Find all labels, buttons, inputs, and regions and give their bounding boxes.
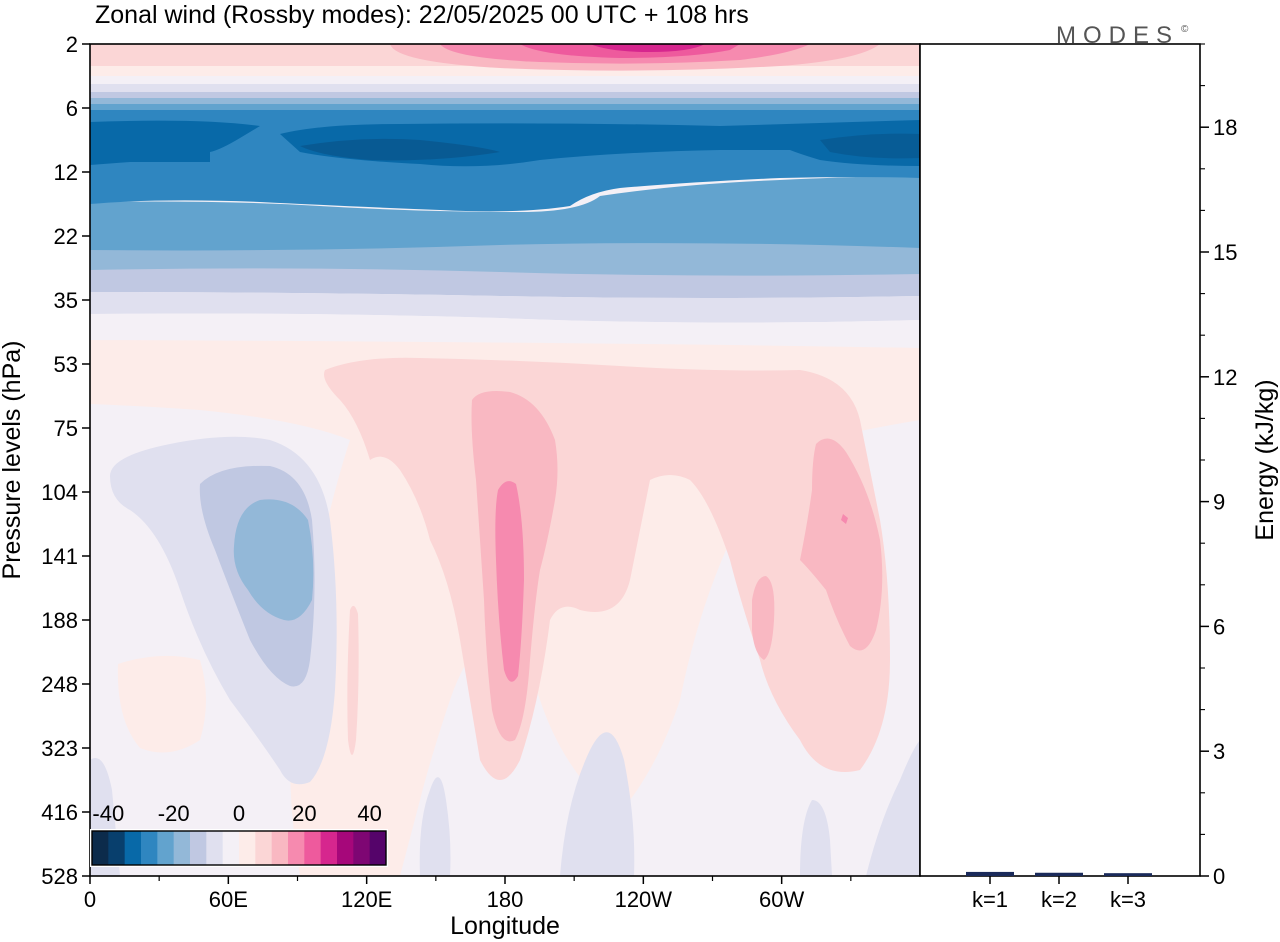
y-tick-label: 12 bbox=[54, 160, 78, 185]
colorbar-tick-label: 40 bbox=[357, 801, 381, 826]
colorbar-swatch bbox=[271, 831, 289, 865]
energy-tick-label: 15 bbox=[1213, 240, 1237, 265]
energy-category-label: k=2 bbox=[1041, 887, 1077, 912]
y-tick-label: 53 bbox=[54, 352, 78, 377]
y-axis-label: Pressure levels (hPa) bbox=[0, 341, 26, 580]
energy-category-label: k=3 bbox=[1110, 887, 1146, 912]
colorbar-swatch bbox=[369, 831, 387, 865]
colorbar-swatch bbox=[288, 831, 305, 865]
energy-bar bbox=[1035, 872, 1083, 876]
energy-bars: k=1 k=2 k=3 bbox=[966, 871, 1152, 912]
y-tick-label: 141 bbox=[41, 544, 78, 569]
y-tick-label: 22 bbox=[54, 224, 78, 249]
colorbar-swatch bbox=[190, 831, 207, 865]
y-tick-label: 35 bbox=[54, 288, 78, 313]
x-tick-label: 120E bbox=[341, 887, 392, 912]
colorbar-tick-label: 0 bbox=[233, 801, 245, 826]
colorbar-swatch bbox=[124, 831, 142, 865]
energy-tick-label: 12 bbox=[1213, 365, 1237, 390]
colorbar-swatch bbox=[337, 831, 354, 865]
energy-tick-label: 18 bbox=[1213, 115, 1237, 140]
colorbar-swatch bbox=[255, 831, 273, 865]
colorbar-swatch bbox=[304, 831, 322, 865]
contour-field bbox=[90, 44, 920, 876]
colorbar-swatch bbox=[206, 831, 224, 865]
colorbar-tick-label: 20 bbox=[292, 801, 316, 826]
y-tick-label: 323 bbox=[41, 736, 78, 761]
y-tick-label: 416 bbox=[41, 800, 78, 825]
energy-bar-panel: k=1 k=2 k=3 0 3 6 9 12 15 18 Energy (kJ/kg) bbox=[919, 43, 1279, 912]
logo-mark: © bbox=[1181, 24, 1189, 35]
colorbar-swatch bbox=[222, 831, 240, 865]
energy-tick-label: 3 bbox=[1213, 739, 1225, 764]
y-tick-label: 188 bbox=[41, 608, 78, 633]
x-tick-label: 180 bbox=[487, 887, 524, 912]
colorbar-swatch bbox=[173, 831, 191, 865]
energy-category-label: k=1 bbox=[972, 887, 1008, 912]
colorbar-swatch bbox=[239, 831, 256, 865]
energy-axis-ticks: 0 3 6 9 12 15 18 bbox=[1200, 43, 1237, 889]
x-tick-label: 60W bbox=[759, 887, 804, 912]
colorbar-tick-label: -40 bbox=[92, 801, 124, 826]
y-tick-label: 2 bbox=[66, 32, 78, 57]
colorbar-swatch bbox=[320, 831, 338, 865]
y-tick-label: 6 bbox=[66, 96, 78, 121]
colorbar-tick-label: -20 bbox=[158, 801, 190, 826]
x-tick-label: 120W bbox=[615, 887, 673, 912]
colorbar-swatch bbox=[92, 831, 109, 865]
y-axis-ticks: 2 6 12 22 35 53 75 104 141 188 248 323 416 528 bbox=[41, 32, 90, 889]
x-axis-ticks: 0 60E 120E 180 120W 60W bbox=[84, 876, 852, 912]
x-tick-label: 60E bbox=[209, 887, 248, 912]
y-tick-label: 248 bbox=[41, 672, 78, 697]
colorbar-swatch bbox=[141, 831, 158, 865]
y-tick-label: 104 bbox=[41, 480, 78, 505]
energy-axis-label: Energy (kJ/kg) bbox=[1251, 379, 1279, 540]
x-tick-label: 0 bbox=[84, 887, 96, 912]
x-axis-label: Longitude bbox=[450, 912, 560, 940]
energy-bar bbox=[1104, 873, 1152, 876]
colorbar: -40 -20 0 20 40 bbox=[90, 801, 388, 867]
energy-tick-label: 6 bbox=[1213, 614, 1225, 639]
energy-panel-frame bbox=[919, 43, 1201, 877]
y-tick-label: 528 bbox=[41, 864, 78, 889]
contour-plot: 0 60E 120E 180 120W 60W 2 6 12 22 35 53 75 104 141 188… bbox=[0, 32, 921, 940]
colorbar-swatch bbox=[108, 831, 126, 865]
energy-tick-label: 0 bbox=[1213, 864, 1225, 889]
chart-title: Zonal wind (Rossby modes): 22/05/2025 00… bbox=[95, 1, 749, 29]
energy-tick-label: 9 bbox=[1213, 490, 1225, 515]
energy-bar bbox=[966, 871, 1014, 876]
colorbar-frame bbox=[91, 830, 387, 866]
colorbar-swatch bbox=[157, 831, 175, 865]
y-tick-label: 75 bbox=[54, 416, 78, 441]
colorbar-swatch bbox=[353, 831, 371, 865]
